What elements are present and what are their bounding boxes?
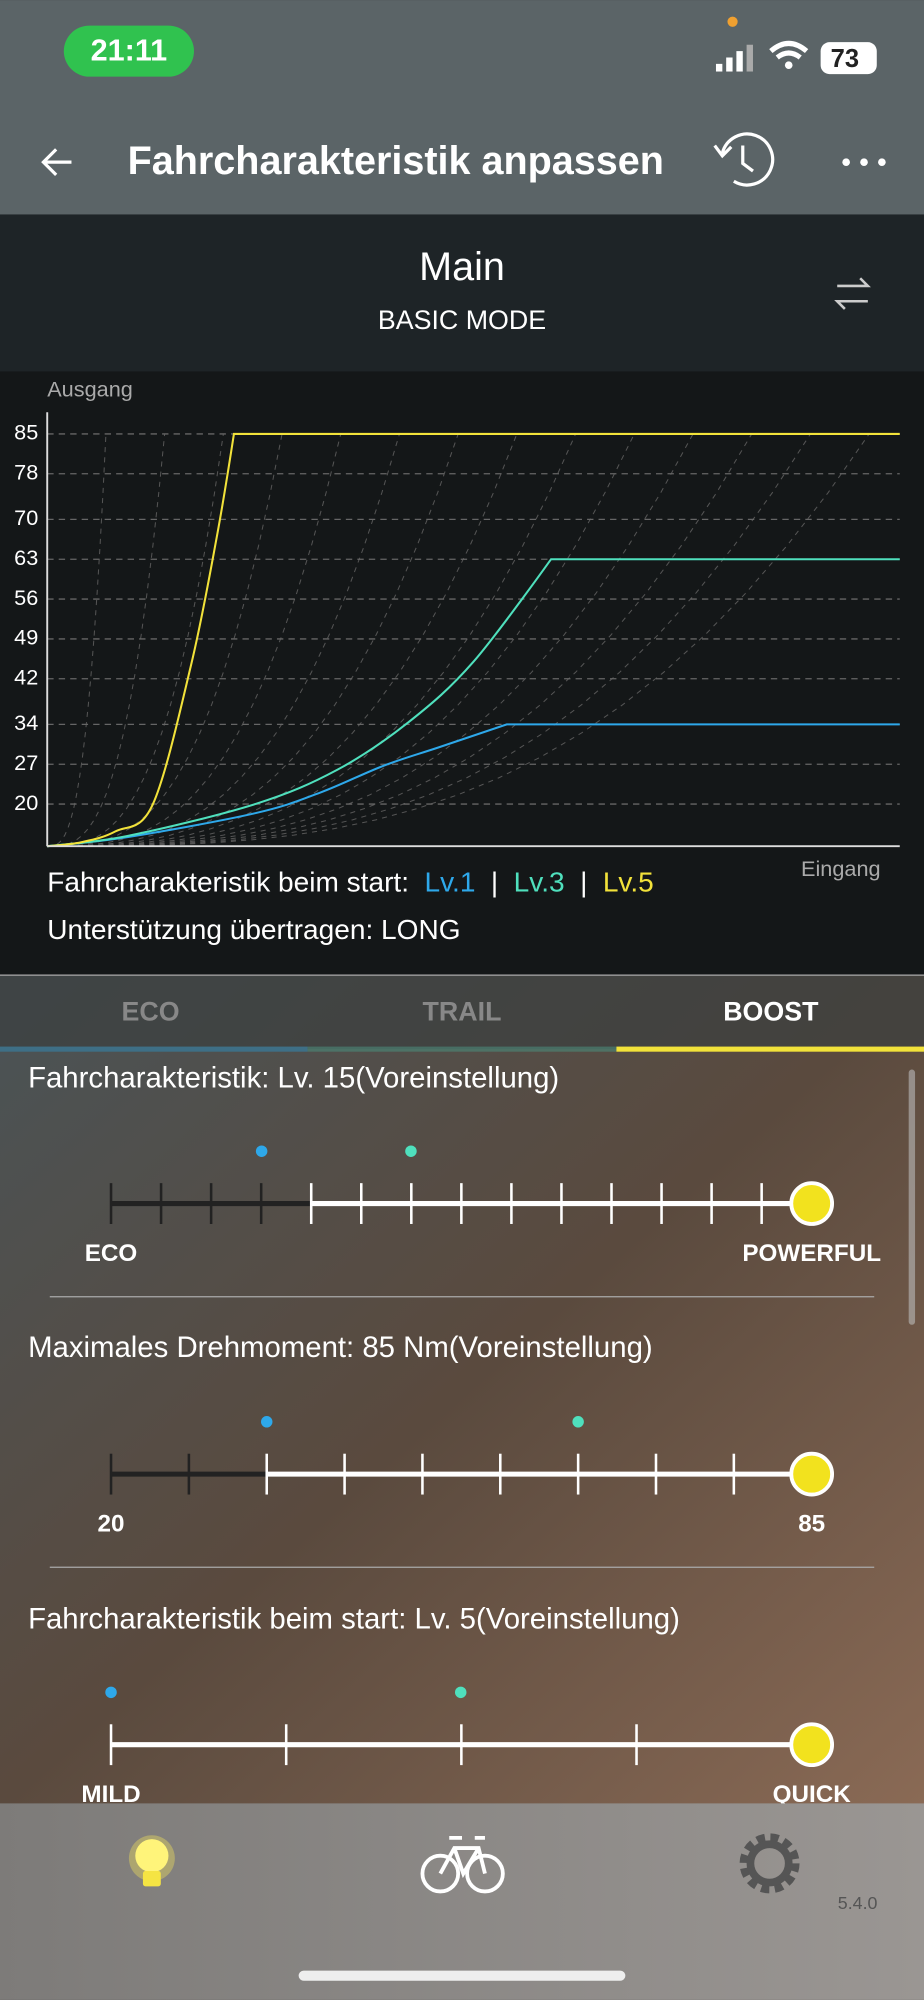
guide-curve <box>47 433 635 847</box>
legend-entry: Lv.5 <box>603 867 654 898</box>
tab-indicator-active <box>616 1046 924 1052</box>
back-button[interactable] <box>41 148 72 177</box>
guide-curve <box>47 433 400 847</box>
guide-curve <box>47 433 166 847</box>
wifi-dot <box>784 61 793 69</box>
scrollbar <box>908 1069 916 1325</box>
indicator <box>727 16 738 27</box>
tab-eco[interactable]: ECO <box>122 996 180 1026</box>
level-dot <box>454 1686 467 1699</box>
swap-button[interactable] <box>834 277 871 310</box>
battery-level: 73 <box>831 45 859 73</box>
y-axis-label: Ausgang <box>47 376 133 401</box>
slider-handle[interactable] <box>789 1451 835 1497</box>
x-axis-label: Eingang <box>801 856 881 881</box>
profile-name: Main <box>419 245 505 289</box>
y-tick-label: 27 <box>14 750 38 775</box>
nav-bike[interactable] <box>420 1835 505 1894</box>
separator: | <box>580 867 587 898</box>
setting-label: Maximales Drehmoment: 85 Nm(Voreinstellu… <box>28 1331 653 1364</box>
separator: | <box>491 867 498 898</box>
slider-handle[interactable] <box>789 1181 835 1226</box>
tab-indicator <box>307 1046 617 1052</box>
tab-boost[interactable]: BOOST <box>723 996 819 1026</box>
guide-curve <box>47 433 459 847</box>
battery <box>820 42 877 75</box>
start-legend: Fahrcharakteristik beim start: Lv.1 | Lv… <box>47 867 654 898</box>
y-tick-label: 85 <box>14 420 38 445</box>
level-dot <box>260 1416 273 1428</box>
profile-bar <box>0 214 924 372</box>
signal <box>715 44 753 72</box>
slider-max-label: POWERFUL <box>742 1240 881 1267</box>
tab-bar <box>0 975 924 1050</box>
nav-settings[interactable] <box>739 1833 800 1894</box>
wifi <box>769 40 809 60</box>
guide-curve <box>47 433 107 847</box>
y-tick-label: 70 <box>14 505 38 530</box>
y-tick-label: 49 <box>14 625 38 650</box>
y-tick-label: 63 <box>14 545 38 570</box>
y-tick-label: 34 <box>14 710 38 735</box>
y-tick-label: 78 <box>14 460 38 485</box>
tab-indicator <box>0 1046 308 1052</box>
chart: 20 27 34 42 49 56 63 70 78 85 <box>14 420 900 848</box>
series-line <box>47 558 900 848</box>
level-dot <box>572 1416 584 1428</box>
profile-mode: BASIC MODE <box>378 305 546 335</box>
page-title: Fahrcharakteristik anpassen <box>128 139 664 183</box>
level-dot <box>405 1145 417 1157</box>
y-tick-label: 56 <box>14 585 38 610</box>
series-line <box>47 432 900 848</box>
tab-trail[interactable]: TRAIL <box>423 996 502 1026</box>
transfer-note: Unterstützung übertragen: LONG <box>47 914 460 945</box>
time-pill <box>63 25 194 77</box>
legend-entry: Lv.3 <box>514 867 565 898</box>
y-tick-label: 20 <box>14 790 38 815</box>
slider-min-label: ECO <box>85 1240 138 1267</box>
y-tick-label: 42 <box>14 665 38 690</box>
guide-curve <box>47 433 577 847</box>
setting-label: Fahrcharakteristik: Lv. 15(Voreinstellun… <box>28 1062 559 1095</box>
guide-curve <box>47 433 870 847</box>
guide-curve <box>47 433 753 847</box>
guide-curve <box>47 433 518 847</box>
history-button[interactable] <box>713 132 775 187</box>
series-line <box>47 723 900 848</box>
time: 21:11 <box>91 33 168 67</box>
level-dot <box>255 1145 268 1157</box>
slider-max-label: 85 <box>798 1511 825 1538</box>
version: 5.4.0 <box>838 1893 878 1913</box>
guide-curve <box>47 433 283 847</box>
level-dot <box>105 1686 117 1699</box>
home-indicator <box>298 1970 626 1981</box>
nav-tuning[interactable] <box>128 1835 175 1887</box>
bottom-nav <box>0 1803 924 2000</box>
setting-label: Fahrcharakteristik beim start: Lv. 5(Vor… <box>28 1603 680 1636</box>
guide-curve <box>47 433 694 847</box>
slider-min-label: 20 <box>98 1511 125 1538</box>
settings: Fahrcharakteristik: Lv. 15(Voreinstellun… <box>28 1062 881 1809</box>
legend-entry: Lv.1 <box>424 867 475 898</box>
start-prefix: Fahrcharakteristik beim start: <box>47 867 409 898</box>
menu-button[interactable] <box>842 158 886 166</box>
settings-panel <box>0 975 924 1805</box>
slider-handle[interactable] <box>789 1722 835 1768</box>
